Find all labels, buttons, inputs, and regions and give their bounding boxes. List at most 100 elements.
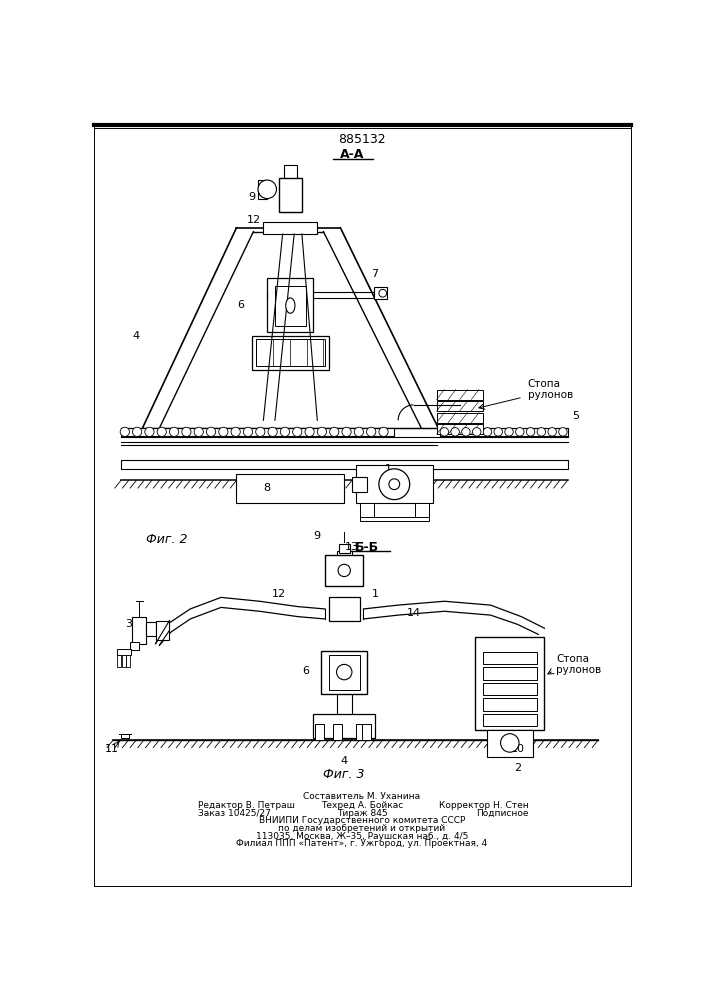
Bar xyxy=(329,655,360,690)
Bar xyxy=(284,165,296,182)
Bar xyxy=(352,477,368,492)
Bar xyxy=(437,389,483,400)
Bar xyxy=(440,428,568,436)
Text: 113035, Москва, Ж–35, Раушская наб., д. 4/5: 113035, Москва, Ж–35, Раушская наб., д. … xyxy=(256,832,468,841)
Circle shape xyxy=(559,428,567,436)
Text: 1: 1 xyxy=(372,589,378,599)
Circle shape xyxy=(526,428,534,436)
Bar xyxy=(475,637,544,730)
Bar xyxy=(317,714,329,738)
Text: Тираж 845: Тираж 845 xyxy=(337,808,387,818)
Bar xyxy=(437,413,483,423)
Circle shape xyxy=(366,427,376,436)
Bar xyxy=(333,724,342,740)
Bar xyxy=(415,503,429,519)
Bar xyxy=(337,551,352,582)
Bar xyxy=(146,622,156,636)
Circle shape xyxy=(483,428,491,436)
Bar xyxy=(256,339,325,366)
Bar xyxy=(275,286,305,326)
Text: 13: 13 xyxy=(345,542,359,552)
Circle shape xyxy=(494,428,503,436)
Circle shape xyxy=(258,180,276,199)
Bar xyxy=(325,555,363,586)
Circle shape xyxy=(132,427,141,436)
Circle shape xyxy=(256,427,265,436)
Circle shape xyxy=(206,427,216,436)
Text: 4: 4 xyxy=(341,756,348,766)
Text: 3: 3 xyxy=(125,619,132,629)
Bar xyxy=(352,477,368,492)
Circle shape xyxy=(281,427,290,436)
Bar xyxy=(122,655,126,667)
Text: А-А: А-А xyxy=(340,148,364,161)
Bar xyxy=(236,474,344,503)
Text: 10: 10 xyxy=(395,483,409,493)
Text: ВНИИПИ Государственного комитета СССР: ВНИИПИ Государственного комитета СССР xyxy=(259,816,465,825)
Bar xyxy=(279,178,302,212)
Bar xyxy=(127,655,130,667)
Text: 12: 12 xyxy=(247,215,261,225)
Bar xyxy=(360,714,371,738)
Circle shape xyxy=(515,428,524,436)
Text: Фиг. 3: Фиг. 3 xyxy=(324,768,365,781)
Text: Б-Б: Б-Б xyxy=(356,541,380,554)
Bar xyxy=(258,180,267,199)
Text: 10: 10 xyxy=(510,744,525,754)
Bar xyxy=(117,649,131,655)
Bar xyxy=(121,460,568,469)
Bar xyxy=(267,278,313,332)
Circle shape xyxy=(505,428,513,436)
Bar xyxy=(486,730,533,757)
Text: Редактор В. Петраш: Редактор В. Петраш xyxy=(198,801,295,810)
Bar xyxy=(117,655,121,667)
Bar xyxy=(483,714,537,726)
Text: Подписное: Подписное xyxy=(477,808,529,818)
Bar xyxy=(313,714,375,738)
Bar xyxy=(132,617,146,644)
Bar xyxy=(356,465,433,503)
Circle shape xyxy=(548,428,556,436)
Circle shape xyxy=(170,427,179,436)
Text: Заказ 10425/27: Заказ 10425/27 xyxy=(198,808,271,818)
Bar xyxy=(315,724,325,740)
Circle shape xyxy=(342,427,351,436)
Bar xyxy=(325,555,363,586)
Text: 6: 6 xyxy=(303,666,309,676)
Circle shape xyxy=(462,428,470,436)
Circle shape xyxy=(472,428,481,436)
Text: по делам изобретений и открытий: по делам изобретений и открытий xyxy=(279,824,445,833)
Circle shape xyxy=(440,428,448,436)
Text: 2: 2 xyxy=(514,763,521,773)
Text: 11: 11 xyxy=(105,744,119,754)
Text: 6: 6 xyxy=(237,300,244,310)
Text: 8: 8 xyxy=(264,483,271,493)
Bar xyxy=(281,178,300,212)
Circle shape xyxy=(379,427,388,436)
Bar xyxy=(437,401,483,411)
Circle shape xyxy=(354,427,363,436)
Bar xyxy=(356,724,365,740)
Circle shape xyxy=(157,427,166,436)
Circle shape xyxy=(329,427,339,436)
Bar xyxy=(264,222,317,234)
Bar xyxy=(356,724,365,740)
Bar xyxy=(315,724,325,740)
Bar xyxy=(360,503,373,519)
Text: 4: 4 xyxy=(133,331,140,341)
Bar xyxy=(483,698,537,711)
Bar xyxy=(130,642,139,650)
Circle shape xyxy=(243,427,252,436)
Text: Техред А. Бойкас: Техред А. Бойкас xyxy=(321,801,403,810)
Bar xyxy=(360,517,429,521)
Circle shape xyxy=(182,427,191,436)
Circle shape xyxy=(120,427,129,436)
Circle shape xyxy=(501,734,519,752)
Circle shape xyxy=(268,427,277,436)
Circle shape xyxy=(317,427,327,436)
Circle shape xyxy=(379,469,409,500)
Circle shape xyxy=(293,427,302,436)
Circle shape xyxy=(145,427,154,436)
Bar xyxy=(156,620,170,640)
Circle shape xyxy=(389,479,399,490)
